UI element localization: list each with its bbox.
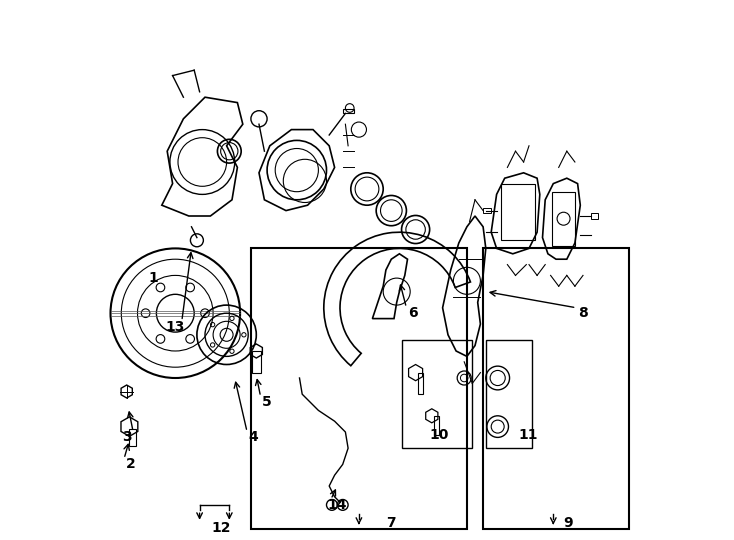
Bar [434,416,439,435]
Bar [252,351,261,373]
Text: 13: 13 [166,320,185,334]
Text: 3: 3 [122,430,131,444]
Bar [501,184,535,240]
Text: 1: 1 [149,271,159,285]
Bar [483,208,491,213]
Bar [552,192,575,246]
Bar [402,340,472,448]
Text: 14: 14 [327,498,347,512]
Text: 10: 10 [429,428,448,442]
Text: 9: 9 [563,516,573,530]
Bar [418,373,424,394]
Text: 7: 7 [387,516,396,530]
Bar [486,340,531,448]
Text: 6: 6 [408,306,418,320]
Text: 4: 4 [249,430,258,444]
Bar [591,213,597,219]
Text: 2: 2 [126,457,135,471]
Bar [251,248,467,529]
Bar [129,429,136,445]
Text: 11: 11 [518,428,538,442]
Bar [343,109,354,113]
Bar [483,248,629,529]
Text: 8: 8 [578,306,588,320]
Text: 5: 5 [262,395,272,409]
Text: 12: 12 [211,521,231,535]
